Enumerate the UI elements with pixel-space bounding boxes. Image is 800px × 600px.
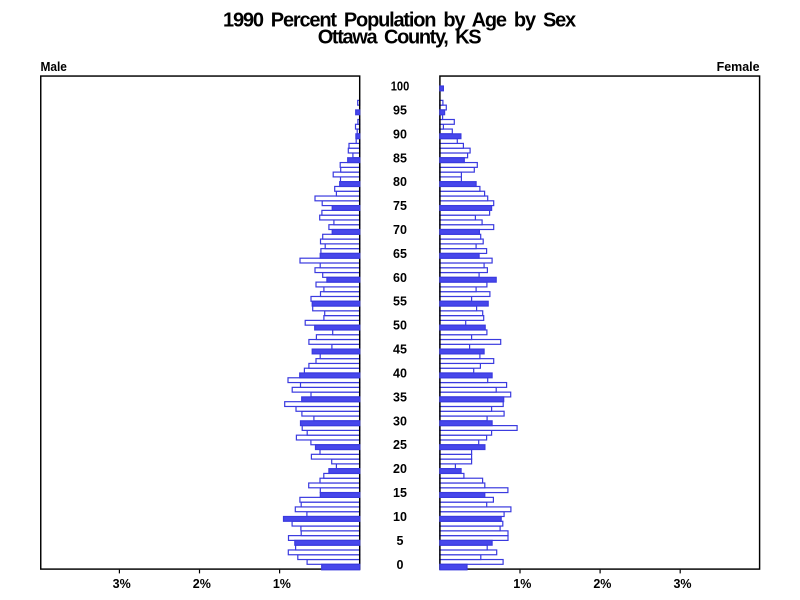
svg-text:85: 85 xyxy=(393,151,407,165)
svg-text:5: 5 xyxy=(397,534,404,548)
svg-text:100: 100 xyxy=(391,80,410,94)
svg-text:65: 65 xyxy=(393,247,407,261)
svg-text:70: 70 xyxy=(393,223,407,237)
svg-text:60: 60 xyxy=(393,271,407,285)
svg-text:Ottawa County, KS: Ottawa County, KS xyxy=(318,27,482,49)
svg-text:0: 0 xyxy=(397,558,404,572)
svg-text:1%: 1% xyxy=(273,577,291,591)
svg-text:10: 10 xyxy=(393,510,407,524)
svg-text:1%: 1% xyxy=(513,577,531,591)
svg-text:2%: 2% xyxy=(193,577,211,591)
svg-text:50: 50 xyxy=(393,319,407,333)
svg-text:Female: Female xyxy=(717,60,760,74)
svg-text:3%: 3% xyxy=(673,577,691,591)
svg-text:15: 15 xyxy=(393,486,407,500)
svg-text:Male: Male xyxy=(40,60,67,74)
svg-text:95: 95 xyxy=(393,103,407,117)
svg-text:25: 25 xyxy=(393,438,407,452)
svg-text:35: 35 xyxy=(393,390,407,404)
svg-text:55: 55 xyxy=(393,295,407,309)
svg-text:40: 40 xyxy=(393,366,407,380)
svg-text:45: 45 xyxy=(393,343,407,357)
svg-text:20: 20 xyxy=(393,462,407,476)
svg-text:2%: 2% xyxy=(593,577,611,591)
svg-text:90: 90 xyxy=(393,127,407,141)
svg-text:80: 80 xyxy=(393,175,407,189)
svg-text:75: 75 xyxy=(393,199,407,213)
svg-text:3%: 3% xyxy=(113,577,131,591)
svg-text:30: 30 xyxy=(393,414,407,428)
svg-text:1990 Percent Population by Age: 1990 Percent Population by Age by Sex xyxy=(223,10,576,32)
